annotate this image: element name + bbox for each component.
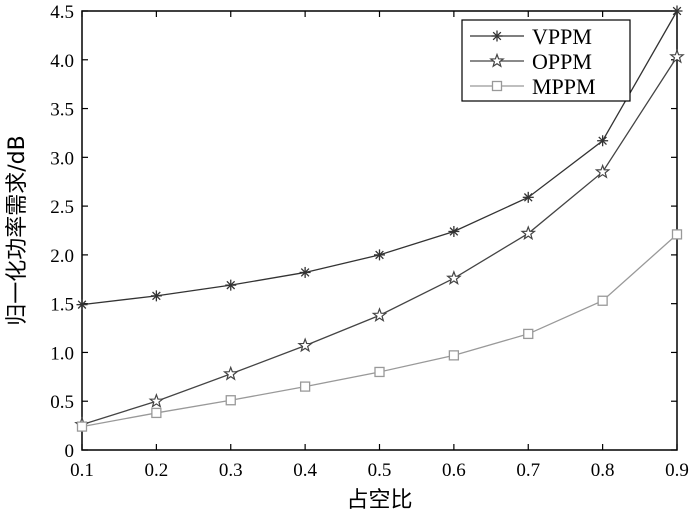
data-point-oppm xyxy=(222,365,239,381)
data-point-vppm xyxy=(671,5,683,17)
asterisk-stroke xyxy=(152,291,161,301)
y-tick-label: 1.0 xyxy=(50,343,74,364)
data-point-mppm xyxy=(523,328,534,340)
data-point-mppm xyxy=(299,381,311,392)
y-tick-label: 2.5 xyxy=(50,197,74,218)
data-point-vppm xyxy=(76,299,88,311)
x-tick-label: 0.5 xyxy=(368,460,392,481)
legend-item-oppm: OPPM xyxy=(470,49,592,74)
y-tick-label: 3.0 xyxy=(50,148,74,169)
y-tick-label: 3.5 xyxy=(50,100,74,121)
y-tick-label: 0.5 xyxy=(50,392,74,413)
data-point-vppm xyxy=(299,266,311,278)
axes: 0.1 0.2 0.3 0.4 0.5 0.6 0.7 0.8 0.9 0 0.5 1.0 1.5 2.0… xyxy=(50,2,689,481)
data-point-mppm xyxy=(225,395,236,406)
asterisk-stroke xyxy=(226,280,236,290)
y-tick-label: 1.5 xyxy=(50,295,74,316)
x-axis-title: 占空比 xyxy=(346,488,412,513)
asterisk-stroke xyxy=(492,31,502,41)
asterisk-stroke xyxy=(375,250,384,260)
asterisk-stroke xyxy=(672,6,682,16)
asterisk-stroke xyxy=(300,268,310,277)
legend-label: VPPM xyxy=(532,24,592,49)
legend-label: MPPM xyxy=(532,74,596,99)
data-point-vppm xyxy=(448,225,460,237)
legend-item-vppm: VPPM xyxy=(470,24,592,49)
asterisk-stroke xyxy=(523,193,533,202)
x-tick-label: 0.7 xyxy=(516,460,540,481)
series-layer xyxy=(74,5,685,432)
asterisk-stroke xyxy=(449,227,459,236)
data-point-vppm xyxy=(597,135,609,147)
asterisk-stroke xyxy=(598,136,607,146)
y-tick-label: 0 xyxy=(65,441,75,462)
data-point-mppm xyxy=(374,366,385,378)
series-vppm xyxy=(76,5,683,311)
y-tick-label: 4.5 xyxy=(50,2,74,23)
data-point-vppm xyxy=(522,191,534,203)
data-point-oppm xyxy=(446,270,462,285)
data-point-oppm xyxy=(594,163,611,179)
data-point-oppm xyxy=(371,307,388,323)
x-tick-label: 0.1 xyxy=(70,460,94,481)
legend-label: OPPM xyxy=(532,49,592,74)
legend-marker xyxy=(489,52,505,68)
data-point-mppm xyxy=(448,350,460,361)
x-tick-label: 0.4 xyxy=(293,460,317,481)
x-tick-label: 0.6 xyxy=(442,460,466,481)
series-oppm xyxy=(74,48,685,432)
x-tick-label: 0.9 xyxy=(665,460,689,481)
data-point-mppm xyxy=(151,407,162,419)
x-tick-label: 0.8 xyxy=(591,460,615,481)
x-tick-label: 0.3 xyxy=(219,460,243,481)
data-point-vppm xyxy=(374,249,385,261)
y-axis-title: 归一化功率需求/dB xyxy=(5,135,30,325)
series-mppm xyxy=(76,229,683,432)
series-line-mppm xyxy=(81,233,678,428)
data-point-oppm xyxy=(297,337,313,353)
data-point-oppm xyxy=(520,225,537,241)
asterisk-stroke xyxy=(77,300,87,309)
x-tick-label: 0.2 xyxy=(145,460,169,481)
y-tick-label: 2.0 xyxy=(50,246,74,267)
data-point-vppm xyxy=(225,279,237,291)
data-point-oppm xyxy=(148,392,165,408)
legend-item-mppm: MPPM xyxy=(470,74,596,99)
legend-marker xyxy=(491,30,503,42)
data-point-mppm xyxy=(671,229,683,240)
data-point-mppm xyxy=(76,421,88,432)
data-point-oppm xyxy=(669,48,685,64)
data-point-vppm xyxy=(150,290,162,302)
data-point-mppm xyxy=(597,295,608,306)
y-tick-label: 4.0 xyxy=(50,51,74,72)
legend-marker xyxy=(491,80,503,92)
